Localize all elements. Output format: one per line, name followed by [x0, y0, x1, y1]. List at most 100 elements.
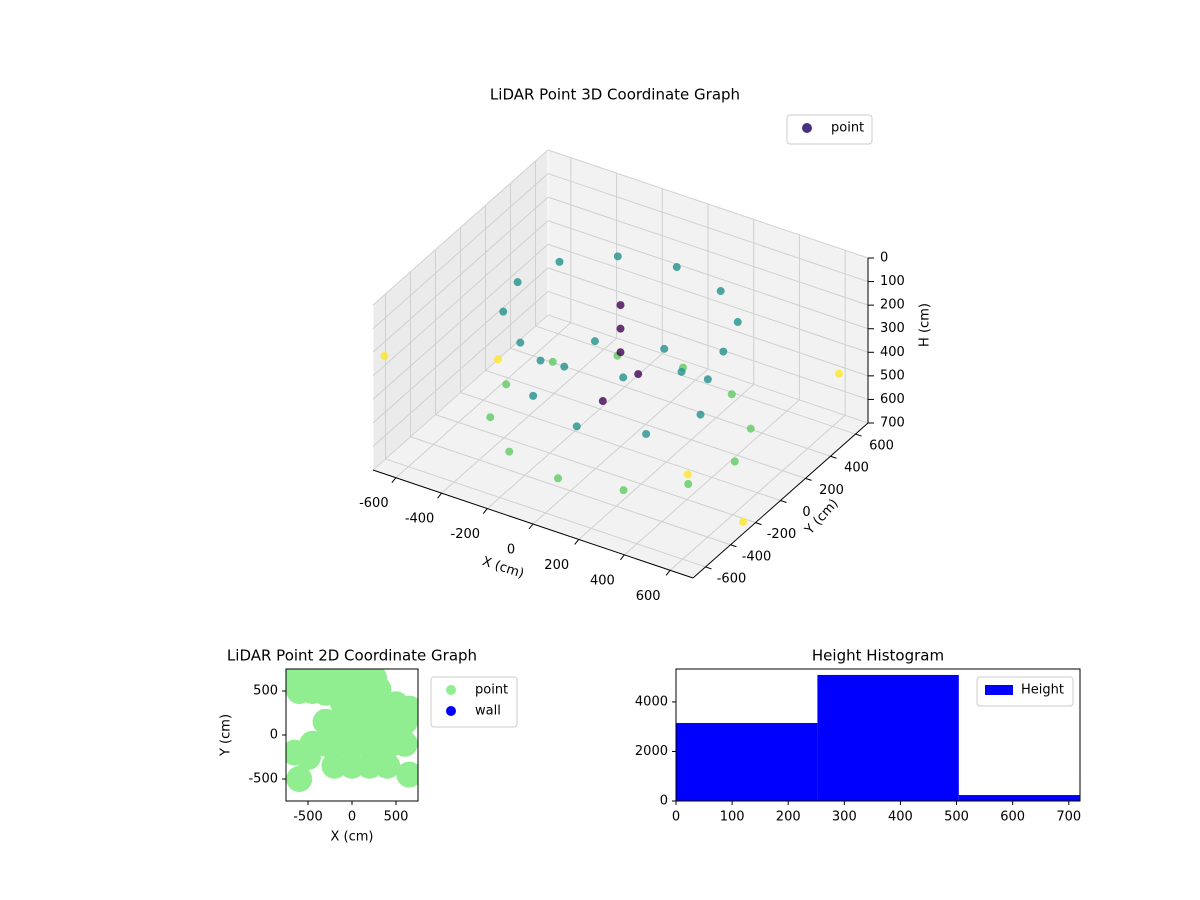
- point: [572, 422, 581, 431]
- point: [613, 252, 622, 261]
- y-tick-label: -500: [248, 772, 278, 787]
- z-tick-label: 600: [880, 392, 905, 407]
- chart-title: Height Histogram: [812, 647, 944, 665]
- y-axis-label: Y (cm): [219, 714, 234, 757]
- plot-frame: [675, 668, 1081, 802]
- grid-line: [372, 220, 549, 377]
- tick-mark: [665, 569, 671, 576]
- grid-line: [535, 325, 856, 435]
- y-axis: [692, 422, 869, 579]
- x-tick-label: 100: [720, 810, 745, 825]
- grid-line: [460, 392, 781, 501]
- chart-title: LiDAR Point 2D Coordinate Graph: [227, 647, 477, 665]
- grid-line: [547, 149, 869, 259]
- y-tick-label: -200: [767, 527, 797, 542]
- y-tick-label: 600: [869, 439, 894, 454]
- point: [616, 301, 625, 310]
- x-axis: [372, 469, 694, 579]
- point: [529, 391, 538, 400]
- point: [733, 318, 742, 327]
- tick-mark: [574, 539, 580, 545]
- point: [374, 752, 401, 779]
- point: [616, 324, 625, 333]
- point: [746, 424, 755, 433]
- grid-line: [547, 196, 869, 306]
- tick-mark: [528, 523, 534, 530]
- x-tick-label: 200: [776, 810, 801, 825]
- z-tick-label: 700: [880, 416, 905, 431]
- point: [683, 470, 692, 479]
- grid-line: [372, 243, 549, 400]
- clip-group: [286, 669, 418, 792]
- x-tick-label: 200: [544, 558, 569, 573]
- x-tick-label: 0: [348, 810, 356, 825]
- x-tick-label: -500: [293, 810, 323, 825]
- z-tick-label: 200: [880, 298, 905, 313]
- grid-line: [372, 149, 549, 306]
- point: [642, 429, 651, 438]
- x-axis-label: X (cm): [331, 830, 374, 845]
- z-tick-label: 400: [880, 345, 905, 360]
- y-tick-label: 400: [844, 461, 869, 476]
- tick-mark: [855, 433, 862, 437]
- z-axis-label: H (cm): [918, 303, 933, 347]
- point: [499, 307, 508, 316]
- y-tick-label: 2000: [635, 744, 668, 759]
- point: [616, 348, 625, 357]
- grid-line: [547, 173, 869, 283]
- tick-mark: [620, 554, 625, 561]
- point: [536, 356, 545, 365]
- grid-line: [547, 267, 869, 377]
- tick-mark: [730, 544, 737, 548]
- y-tick-label: 0: [660, 794, 668, 809]
- point: [391, 708, 418, 735]
- point: [703, 375, 712, 384]
- legend-label: point: [831, 121, 864, 136]
- tick-mark: [830, 455, 837, 459]
- point: [739, 517, 747, 526]
- bar: [817, 674, 959, 801]
- tick-mark: [755, 522, 762, 526]
- point: [548, 357, 557, 366]
- point: [634, 370, 643, 379]
- point: [391, 730, 418, 757]
- grid-line: [372, 173, 549, 329]
- grid-line: [385, 458, 706, 568]
- legend-label: Height: [1021, 683, 1064, 698]
- legend-swatch: [446, 706, 456, 716]
- grid-line: [410, 436, 731, 546]
- tick-mark: [780, 500, 787, 503]
- x-tick-label: 300: [832, 810, 857, 825]
- bar: [676, 722, 818, 801]
- grid-line: [372, 291, 549, 447]
- point: [494, 355, 502, 364]
- point: [619, 373, 628, 382]
- legend-swatch: [985, 685, 1013, 695]
- grid-line: [372, 267, 549, 424]
- y-tick-label: 500: [253, 684, 278, 699]
- z-tick-label: 300: [880, 321, 905, 336]
- legend-label: point: [475, 683, 508, 698]
- point: [677, 367, 686, 376]
- y-tick-label: 0: [270, 728, 278, 743]
- legend-swatch: [802, 123, 812, 133]
- point: [598, 397, 607, 406]
- y-tick-label: 0: [802, 505, 810, 520]
- x-tick-label: 400: [590, 573, 615, 588]
- grid-line: [547, 243, 869, 353]
- y-tick-label: -400: [742, 549, 772, 564]
- z-tick-label: 500: [880, 368, 905, 383]
- point: [727, 390, 736, 399]
- point: [590, 337, 599, 346]
- point: [684, 480, 693, 489]
- grid-line: [372, 196, 549, 353]
- x-tick-label: 400: [888, 810, 913, 825]
- chart-title: LiDAR Point 3D Coordinate Graph: [490, 86, 740, 104]
- point: [516, 338, 525, 347]
- x-tick-label: 600: [636, 589, 661, 604]
- grid-line: [547, 290, 869, 400]
- grid-line: [547, 314, 869, 424]
- x-tick-label: -200: [451, 527, 481, 542]
- point: [554, 474, 562, 483]
